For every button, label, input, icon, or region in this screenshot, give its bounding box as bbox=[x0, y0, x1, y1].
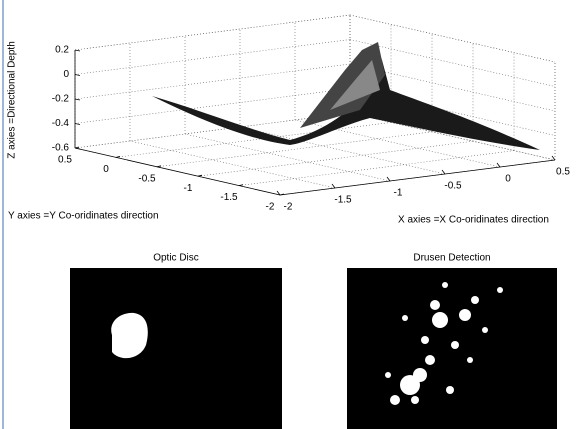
z-tick-label: 0.2 bbox=[55, 45, 69, 56]
y-tick-label: -1.5 bbox=[220, 192, 238, 203]
z-axis-label: Z axies =Directional Depth bbox=[7, 41, 18, 159]
y-axis-label: Y axies =Y Co-oridinates direction bbox=[8, 211, 159, 222]
x-tick-label: 0 bbox=[505, 174, 511, 185]
x-tick-label: -1.5 bbox=[334, 195, 352, 206]
y-tick-label: -0.5 bbox=[138, 173, 156, 184]
z-tick-label: -0.2 bbox=[52, 94, 70, 105]
panel-title: Optic Disc bbox=[153, 253, 199, 264]
x-tick-label: 0.5 bbox=[556, 167, 570, 178]
x-tick-label: -0.5 bbox=[444, 181, 462, 192]
x-tick-label: -1 bbox=[394, 188, 403, 199]
panel-title: Drusen Detection bbox=[413, 253, 490, 264]
optic-disc-image bbox=[70, 268, 282, 429]
z-tick-label: 0 bbox=[63, 69, 69, 80]
z-tick-label: -0.6 bbox=[52, 143, 70, 154]
y-tick-label: -2 bbox=[266, 202, 275, 213]
drusen-image bbox=[347, 268, 557, 429]
x-tick-label: -2 bbox=[284, 202, 293, 213]
x-axis-label: X axies =X Co-oridinates direction bbox=[398, 215, 549, 226]
figure: -0.6 -0.4 -0.2 0 0.2 -2 -1.5 -1 -0.5 0 0.5 -2 -1.5 -1… bbox=[0, 0, 583, 429]
y-tick-label: 0.5 bbox=[58, 155, 72, 166]
y-tick-label: -1 bbox=[184, 183, 193, 194]
z-tick-label: -0.4 bbox=[52, 118, 70, 129]
y-tick-label: 0 bbox=[103, 164, 109, 175]
